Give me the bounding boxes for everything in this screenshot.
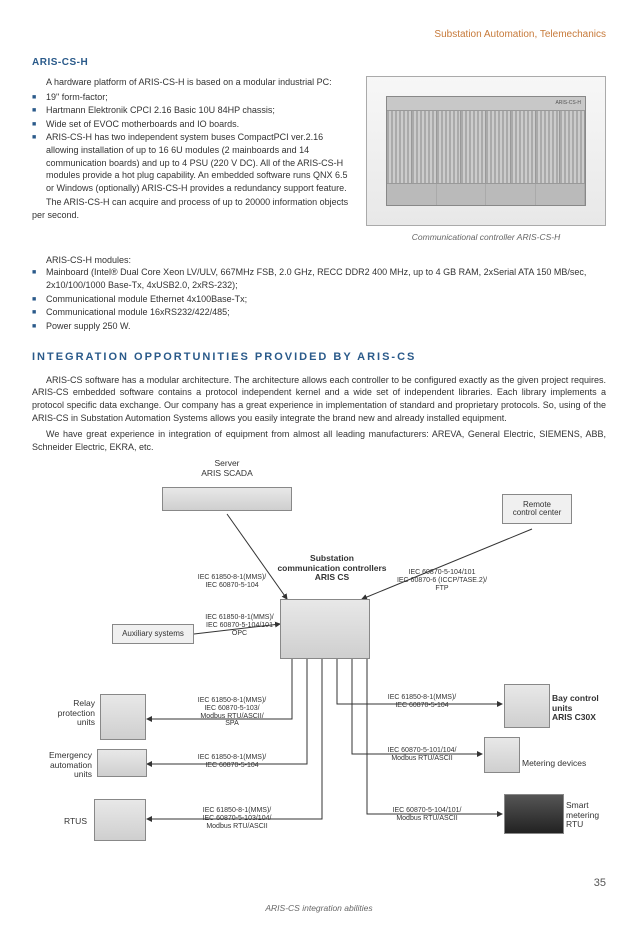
bullet-item: Power supply 250 W.: [32, 320, 606, 333]
proto-rtus: IEC 61850-8-1(MMS)/IEC 60870-5-103/104/M…: [187, 807, 287, 830]
section-title-aris: ARIS-CS-H: [32, 56, 606, 70]
device-server: [162, 487, 292, 511]
integration-para-1: ARIS-CS software has a modular architect…: [32, 374, 606, 424]
device-smart: [504, 794, 564, 834]
bullet-item: Mainboard (Intel® Dual Core Xeon LV/ULV,…: [32, 266, 606, 291]
device-metering: [484, 737, 520, 773]
proto-smart: IEC 60870-5-104/101/Modbus RTU/ASCII: [377, 807, 477, 822]
page-header: Substation Automation, Telemechanics: [32, 28, 606, 42]
proto-top-left: IEC 61850-8-1(MMS)/IEC 60870-5-104: [187, 574, 277, 589]
modules-subhead: ARIS-CS-H modules:: [32, 254, 606, 267]
proto-meter: IEC 60870-5-101/104/Modbus RTU/ASCII: [372, 747, 472, 762]
label-rtus: RTUS: [47, 817, 87, 826]
device-controller: [280, 599, 370, 659]
label-server: ServerARIS SCADA: [182, 459, 272, 478]
bullet-item: ARIS-CS-H has two independent system bus…: [32, 131, 352, 194]
proto-aux: IEC 61850-8-1(MMS)/IEC 60870-5-104/101OP…: [197, 614, 282, 637]
device-rtus: [94, 799, 146, 841]
diagram-caption: ARIS-CS integration abilities: [32, 903, 606, 915]
proto-bay: IEC 61850-8-1(MMS)/IEC 60870-5-104: [377, 694, 467, 709]
label-metering: Metering devices: [522, 759, 602, 768]
bullet-item: 19" form-factor;: [32, 91, 352, 104]
continuation-text: The ARIS-CS-H can acquire and process of…: [32, 196, 352, 221]
proto-emerg: IEC 61850-8-1(MMS)/IEC 60870-5-104: [187, 754, 277, 769]
proto-top-right: IEC 60870-5-104/101IEC 60870-6 (ICCP/TAS…: [387, 569, 497, 592]
device-relay: [100, 694, 146, 740]
bullet-item: Hartmann Elektronik CPCI 2.16 Basic 10U …: [32, 104, 352, 117]
intro-text: A hardware platform of ARIS-CS-H is base…: [32, 76, 352, 89]
page-number: 35: [594, 876, 606, 891]
bullet-item: Communicational module 16xRS232/422/485;: [32, 306, 606, 319]
integration-title: INTEGRATION OPPORTUNITIES PROVIDED BY AR…: [32, 350, 606, 365]
integration-diagram: ServerARIS SCADA Remotecontrol center Su…: [32, 459, 606, 899]
bullet-list-1: 19" form-factor; Hartmann Elektronik CPC…: [32, 91, 352, 195]
label-substation: Substationcommunication controllersARIS …: [262, 554, 402, 582]
label-bay: Bay controlunitsARIS C30X: [552, 694, 607, 722]
label-emergency: Emergencyautomationunits: [32, 751, 92, 779]
box-aux: Auxiliary systems: [112, 624, 194, 644]
device-emergency: [97, 749, 147, 777]
bullet-item: Communicational module Ethernet 4x100Bas…: [32, 293, 606, 306]
proto-relay: IEC 61850-8-1(MMS)/IEC 60870-5-103/Modbu…: [187, 697, 277, 728]
product-figure: ARIS-CS-H: [366, 76, 606, 226]
figure-caption: Communicational controller ARIS-CS-H: [366, 232, 606, 244]
chassis-illustration: ARIS-CS-H: [386, 96, 586, 206]
label-relay: Relayprotectionunits: [40, 699, 95, 727]
integration-para-2: We have great experience in integration …: [32, 428, 606, 453]
bullet-list-2: Mainboard (Intel® Dual Core Xeon LV/ULV,…: [32, 266, 606, 332]
device-bay: [504, 684, 550, 728]
bullet-item: Wide set of EVOC motherboards and IO boa…: [32, 118, 352, 131]
box-remote: Remotecontrol center: [502, 494, 572, 524]
label-smart: Smartmetering RTU: [566, 801, 616, 829]
